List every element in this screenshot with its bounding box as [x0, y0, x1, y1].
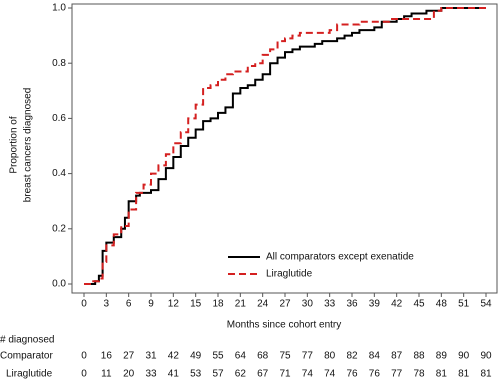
table-cell: 88 — [413, 351, 425, 362]
y-tick-label: 0.6 — [52, 113, 66, 124]
table-cell: 81 — [436, 369, 448, 379]
x-tick-label: 45 — [413, 299, 425, 310]
x-tick-label: 0 — [81, 299, 87, 310]
table-cell: 33 — [145, 369, 157, 379]
y-tick-label: 0.8 — [52, 58, 66, 69]
y-tick-label: 1.0 — [52, 3, 66, 14]
x-tick-label: 54 — [480, 299, 492, 310]
y-axis-label: Proportion of — [9, 116, 20, 173]
table-cell: 31 — [145, 351, 157, 362]
x-tick-label: 36 — [346, 299, 358, 310]
y-tick-label: 0.0 — [52, 279, 66, 290]
x-tick-label: 9 — [148, 299, 154, 310]
table-cell: 64 — [235, 351, 247, 362]
legend-label: All comparators except exenatide — [266, 252, 414, 263]
table-cell: 57 — [212, 369, 224, 379]
x-tick-label: 21 — [235, 299, 247, 310]
table-cell: 0 — [81, 369, 87, 379]
table-cell: 68 — [257, 351, 269, 362]
x-tick-label: 15 — [190, 299, 202, 310]
x-tick-label: 42 — [391, 299, 403, 310]
legend-label: Liraglutide — [266, 269, 313, 280]
step-line — [84, 7, 486, 285]
table-cell: 82 — [346, 351, 358, 362]
table-cell: 89 — [436, 351, 448, 362]
table-cell: 55 — [212, 351, 224, 362]
table-cell: 74 — [302, 369, 314, 379]
y-tick-label: 0.2 — [52, 223, 66, 234]
x-tick-label: 51 — [458, 299, 470, 310]
x-tick-label: 24 — [257, 299, 269, 310]
step-line — [84, 7, 486, 285]
table-cell: 84 — [369, 351, 381, 362]
table-cell: 41 — [168, 369, 180, 379]
table-cell: 71 — [279, 369, 291, 379]
x-tick-label: 27 — [279, 299, 291, 310]
table-cell: 42 — [168, 351, 180, 362]
table-cell: 81 — [458, 369, 470, 379]
x-tick-label: 3 — [104, 299, 110, 310]
table-cell: 27 — [123, 351, 135, 362]
table-cell: 16 — [101, 351, 113, 362]
x-tick-label: 18 — [212, 299, 224, 310]
table-cell: 76 — [346, 369, 358, 379]
x-tick-label: 30 — [302, 299, 314, 310]
table-cell: 75 — [279, 351, 291, 362]
table-cell: 77 — [391, 369, 403, 379]
table-cell: 74 — [324, 369, 336, 379]
table-cell: 67 — [257, 369, 269, 379]
table-cell: 53 — [190, 369, 202, 379]
table-cell: 80 — [324, 351, 336, 362]
table-cell: 0 — [81, 351, 87, 362]
x-axis-label: Months since cohort entry — [227, 320, 342, 331]
x-tick-label: 6 — [126, 299, 132, 310]
table-title: # diagnosed — [0, 335, 55, 346]
table-cell: 62 — [235, 369, 247, 379]
y-tick-label: 0.4 — [52, 168, 66, 179]
table-cell: 90 — [480, 351, 492, 362]
x-tick-label: 12 — [168, 299, 180, 310]
x-tick-label: 33 — [324, 299, 336, 310]
table-cell: 87 — [391, 351, 403, 362]
table-cell: 20 — [123, 369, 135, 379]
y-axis-label: breast cancers diagnosed — [23, 88, 34, 203]
table-row-label: Comparator — [0, 351, 53, 362]
table-cell: 81 — [480, 369, 492, 379]
table-cell: 77 — [302, 351, 314, 362]
x-tick-label: 48 — [436, 299, 448, 310]
table-cell: 49 — [190, 351, 202, 362]
plot-frame — [71, 3, 498, 294]
table-cell: 11 — [101, 369, 112, 379]
table-cell: 76 — [369, 369, 381, 379]
table-row-label: Liraglutide — [6, 369, 53, 379]
x-tick-label: 39 — [369, 299, 381, 310]
table-cell: 78 — [413, 369, 425, 379]
table-cell: 90 — [458, 351, 470, 362]
